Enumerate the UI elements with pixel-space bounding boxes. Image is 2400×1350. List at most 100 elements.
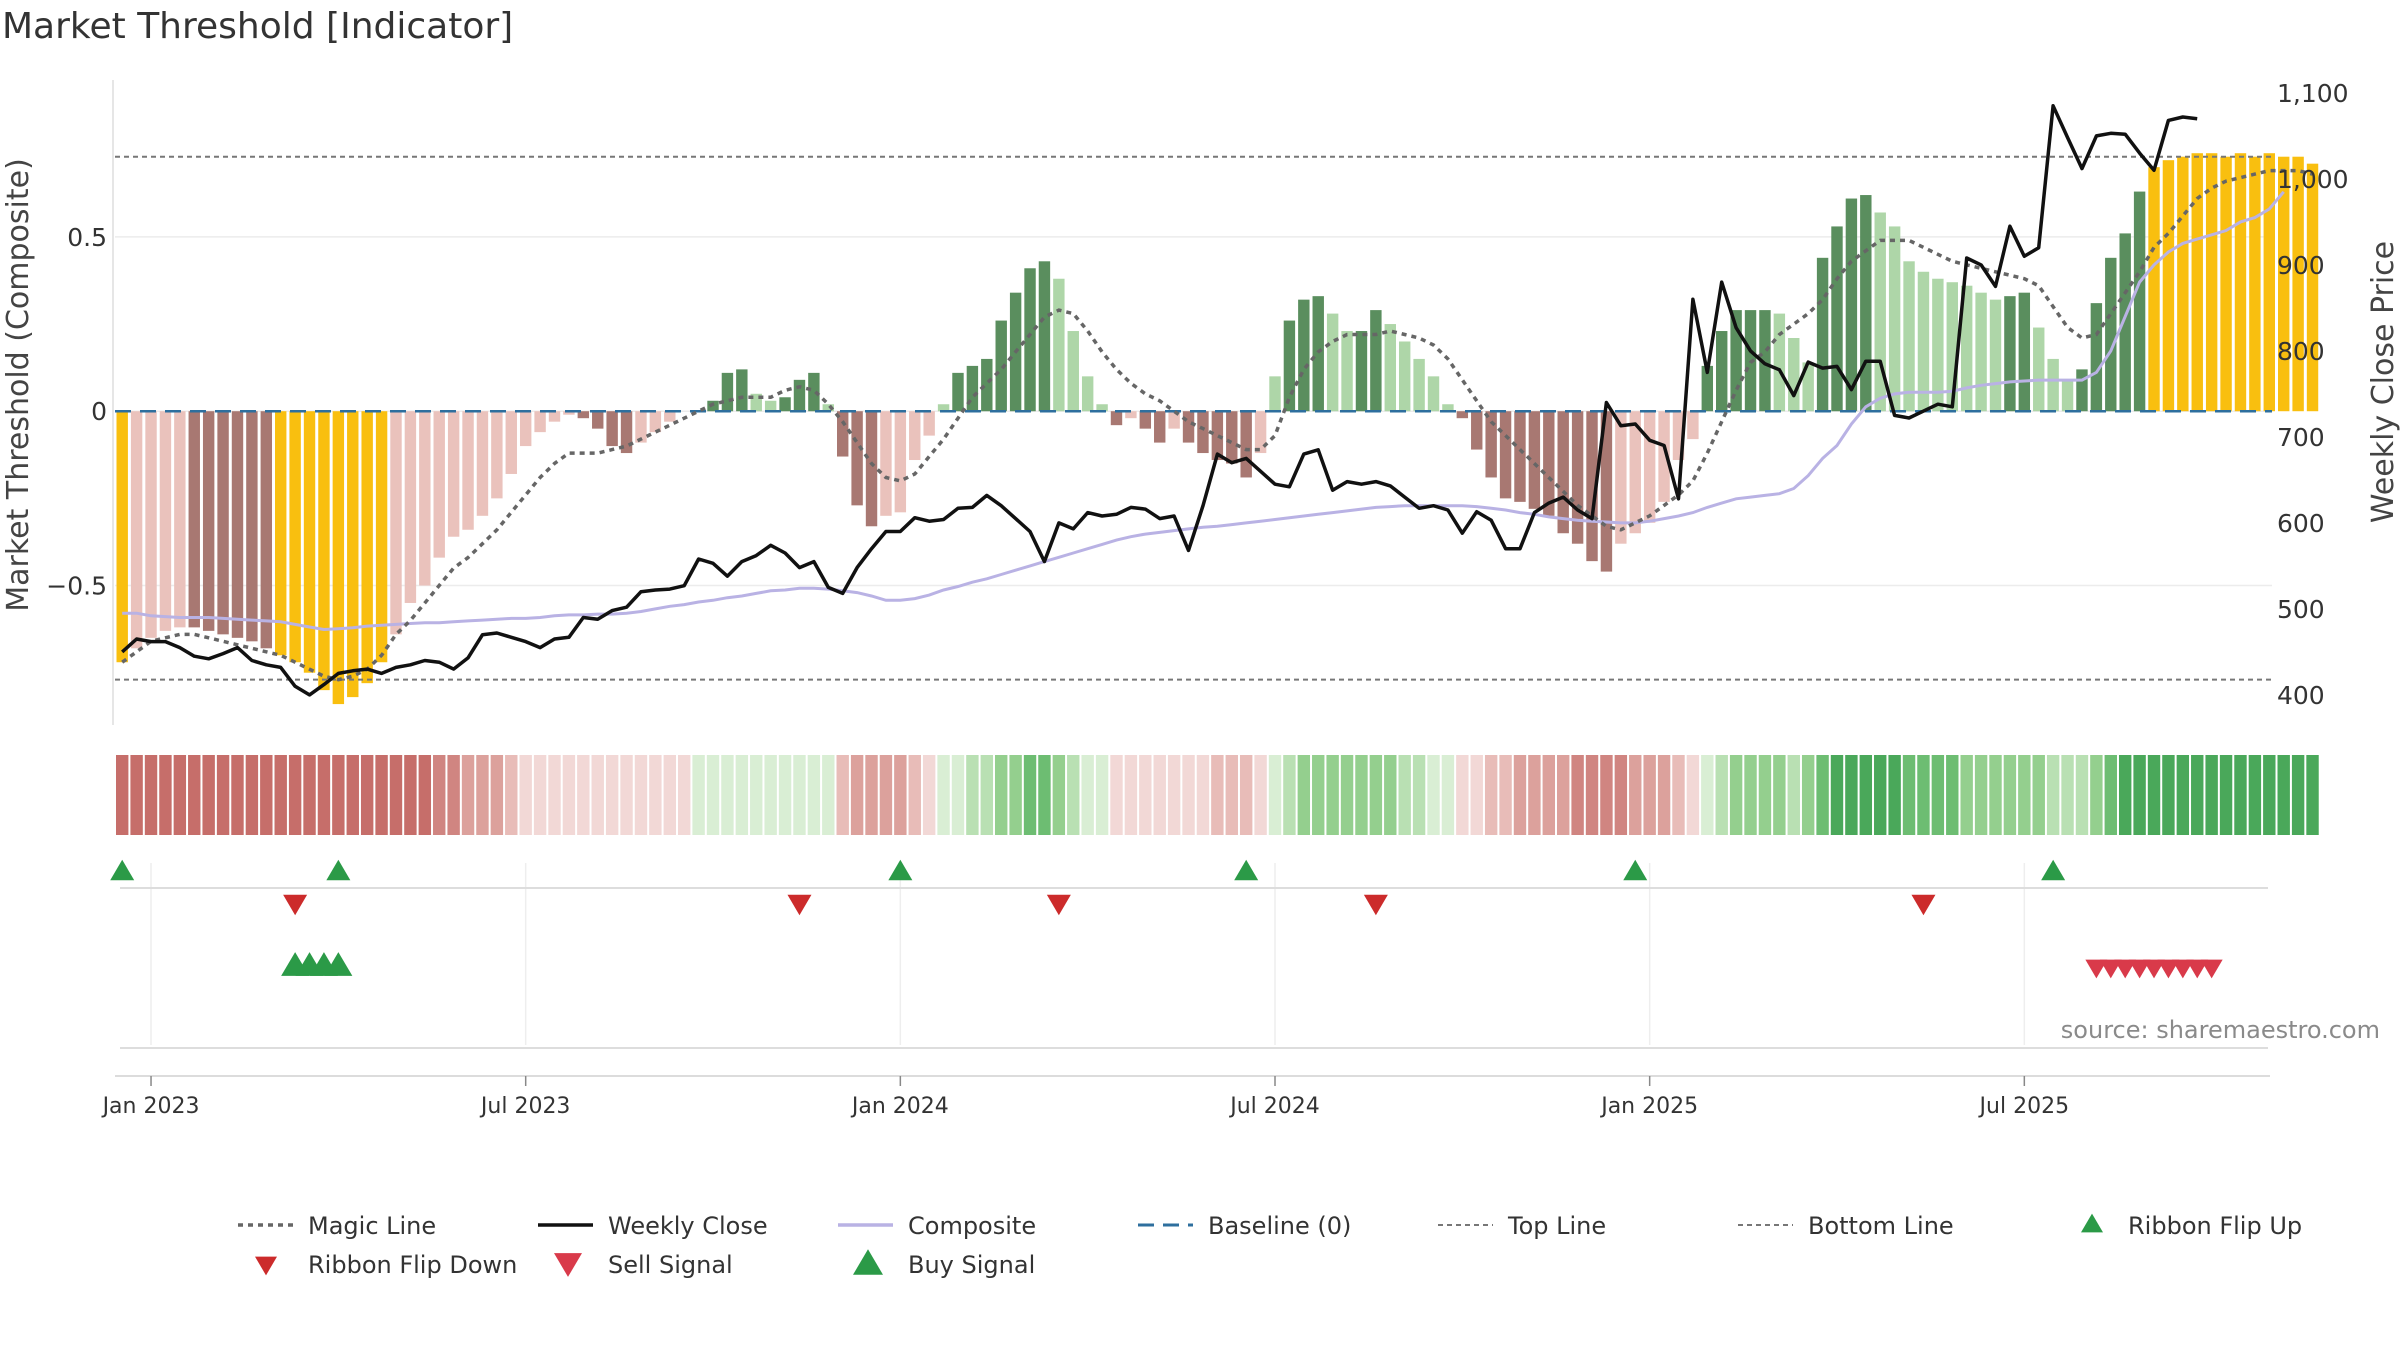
composite-bar bbox=[1586, 411, 1598, 562]
composite-bar bbox=[361, 411, 373, 684]
ribbon-cell bbox=[1729, 755, 1743, 835]
composite-bar bbox=[1528, 411, 1541, 509]
legend-item-sell: Sell Signal bbox=[554, 1251, 733, 1279]
ribbon-flip-up-marker bbox=[2041, 859, 2066, 881]
composite-bar bbox=[923, 411, 935, 436]
composite-bar bbox=[1903, 261, 1915, 412]
ribbon-cell bbox=[735, 755, 749, 835]
ribbon-cell bbox=[894, 755, 907, 835]
legend-label: Top Line bbox=[1507, 1212, 1606, 1240]
ribbon-flip-down-marker bbox=[1363, 894, 1388, 916]
ribbon-cell bbox=[1398, 755, 1411, 835]
composite-bar bbox=[1773, 313, 1786, 412]
ribbon-cell bbox=[1340, 755, 1354, 835]
ribbon-cell bbox=[1196, 755, 1210, 835]
composite-bar bbox=[1211, 411, 1224, 461]
composite-bar bbox=[1168, 411, 1180, 429]
trend-ribbon bbox=[116, 755, 2319, 835]
ribbon-cell bbox=[1657, 755, 1671, 835]
ribbon-cell bbox=[850, 755, 864, 835]
weekly-close-line bbox=[121, 104, 2198, 697]
right-tick-label: 1,100 bbox=[2277, 79, 2349, 108]
ribbon-cell bbox=[2263, 755, 2276, 835]
ribbon-cell bbox=[418, 755, 432, 835]
legend-swatch-flip-down bbox=[255, 1256, 277, 1276]
composite-bar bbox=[145, 411, 157, 638]
composite-bar bbox=[1154, 411, 1166, 443]
composite-bar bbox=[664, 411, 676, 422]
ribbon-flip-up-marker bbox=[1234, 859, 1259, 881]
composite-bar bbox=[1226, 411, 1238, 464]
ribbon-cell bbox=[966, 755, 979, 835]
composite-bar bbox=[174, 411, 186, 628]
composite-bar bbox=[1442, 404, 1454, 412]
ribbon-cell bbox=[2046, 755, 2060, 835]
ribbon-cell bbox=[2205, 755, 2218, 835]
ribbon-cell bbox=[1484, 755, 1498, 835]
x-tick-label: Jan 2024 bbox=[850, 1094, 949, 1119]
legend-item-magic: Magic Line bbox=[238, 1212, 436, 1240]
ribbon-cell bbox=[2133, 755, 2146, 835]
composite-bar bbox=[995, 320, 1007, 412]
ribbon-cell bbox=[2118, 755, 2132, 835]
legend-label: Buy Signal bbox=[908, 1251, 1035, 1279]
ribbon-cell bbox=[116, 755, 129, 835]
ribbon-cell bbox=[245, 755, 259, 835]
right-tick-label: 700 bbox=[2277, 423, 2325, 452]
ribbon-cell bbox=[879, 755, 893, 835]
ribbon-cell bbox=[1124, 755, 1138, 835]
ribbon-cell bbox=[2090, 755, 2103, 835]
composite-bar bbox=[880, 411, 892, 516]
composite-bar bbox=[1312, 296, 1324, 412]
composite-bar bbox=[116, 411, 128, 663]
ribbon-flip-up-marker bbox=[326, 859, 351, 881]
composite-bar bbox=[217, 411, 229, 635]
composite-bar bbox=[577, 411, 590, 419]
composite-bar bbox=[1989, 299, 2002, 412]
ribbon-cell bbox=[1801, 755, 1815, 835]
composite-bar bbox=[981, 358, 993, 412]
composite-bar bbox=[1514, 411, 1526, 502]
composite-bar bbox=[1831, 226, 1843, 412]
ribbon-cell bbox=[1557, 755, 1570, 835]
ribbon-cell bbox=[1326, 755, 1339, 835]
ribbon-cell bbox=[865, 755, 878, 835]
ribbon-cell bbox=[1384, 755, 1397, 835]
composite-bar bbox=[1701, 365, 1714, 412]
composite-bar bbox=[1946, 282, 1958, 412]
composite-bar bbox=[764, 400, 777, 412]
composite-bar bbox=[534, 411, 546, 433]
composite-bar bbox=[1571, 411, 1584, 544]
ribbon-cell bbox=[1009, 755, 1022, 835]
composite-bar bbox=[1398, 341, 1411, 412]
ribbon-cell bbox=[447, 755, 460, 835]
ribbon-cell bbox=[231, 755, 244, 835]
ribbon-cell bbox=[1167, 755, 1181, 835]
composite-bar bbox=[1067, 331, 1079, 412]
composite-bar bbox=[1557, 411, 1569, 534]
composite-bar bbox=[275, 411, 287, 656]
composite-bar bbox=[2119, 233, 2131, 412]
ribbon-cell bbox=[1816, 755, 1829, 835]
composite-bar bbox=[2278, 156, 2290, 412]
ribbon-cell bbox=[202, 755, 215, 835]
signal-panel bbox=[110, 859, 2268, 1049]
composite-bar bbox=[966, 365, 979, 412]
ribbon-flip-up-marker bbox=[110, 859, 135, 881]
ribbon-cell bbox=[1989, 755, 2002, 835]
ribbon-cell bbox=[980, 755, 994, 835]
x-tick-label: Jul 2023 bbox=[479, 1094, 571, 1119]
ribbon-cell bbox=[346, 755, 359, 835]
ribbon-cell bbox=[1600, 755, 1613, 835]
ribbon-cell bbox=[1643, 755, 1656, 835]
ribbon-cell bbox=[1052, 755, 1066, 835]
ribbon-cell bbox=[548, 755, 561, 835]
ribbon-cell bbox=[2075, 755, 2089, 835]
ribbon-cell bbox=[1441, 755, 1455, 835]
composite-bar bbox=[2018, 292, 2031, 412]
left-axis-ticks: 0.5 0 −0.5 bbox=[46, 223, 107, 601]
ribbon-cell bbox=[2291, 755, 2305, 835]
composite-bar bbox=[332, 411, 345, 705]
composite-bar bbox=[2234, 153, 2247, 412]
